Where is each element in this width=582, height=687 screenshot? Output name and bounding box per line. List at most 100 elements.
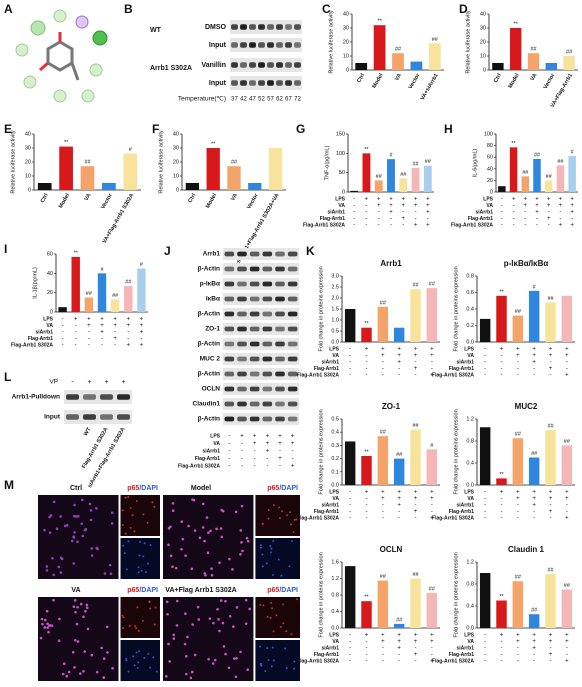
condition-sign: + (532, 633, 536, 639)
blot-label: Arrb1-Pulldown (12, 394, 60, 401)
condition-sign: - (382, 373, 384, 379)
condition-sign: + (430, 516, 434, 522)
bar (479, 318, 491, 342)
cell (141, 619, 144, 622)
condition-label: Flag-Arrb1 (449, 509, 475, 515)
blot-band (237, 401, 247, 407)
condition-sign: + (381, 633, 385, 639)
cell (215, 527, 218, 531)
blot-band (240, 80, 247, 86)
condition-sign: - (517, 516, 519, 522)
y-tick-label: 0.0 (466, 339, 474, 345)
y-axis-label: Fold change in proteins expression (453, 266, 459, 351)
condition-sign: + (397, 347, 401, 353)
blot-label: IκBα (206, 296, 220, 303)
condition-sign: + (565, 353, 569, 359)
cell (46, 622, 49, 626)
condition-sign: - (127, 330, 129, 336)
cell (266, 647, 269, 650)
blot-band (287, 386, 298, 392)
condition-sign: + (381, 490, 385, 496)
cell (167, 543, 170, 547)
blot-band (249, 326, 260, 332)
cell (76, 605, 79, 609)
chart-title: p-IκBα/IκBα (504, 259, 549, 268)
cell (45, 568, 49, 572)
cell (208, 617, 212, 620)
y-tick-label: 0.4 (466, 603, 474, 609)
condition-sign: - (484, 503, 486, 509)
blot-band (285, 80, 292, 86)
condition-sign: - (415, 216, 417, 222)
cell (129, 506, 132, 509)
condition-sign: - (559, 216, 561, 222)
blot-band (231, 80, 238, 86)
condition-sign: - (484, 652, 486, 658)
blot-band (285, 24, 292, 30)
bar (410, 61, 423, 70)
condition-sign: - (75, 323, 77, 329)
condition-sign: - (349, 490, 351, 496)
condition-sign: - (501, 216, 503, 222)
y-tick-label: 0.4 (466, 306, 474, 312)
cell (288, 511, 291, 514)
bar (479, 573, 491, 628)
condition-sign: + (397, 360, 401, 366)
condition-label: LPS (210, 433, 220, 439)
significance-mark: ## (396, 617, 403, 623)
blot-band (285, 42, 292, 48)
y-axis-label: Relative luciferase activity (158, 130, 164, 194)
cell (138, 554, 141, 557)
condition-sign: - (548, 210, 550, 216)
cell (124, 532, 127, 535)
condition-label: Flag-Arrb1 (468, 216, 494, 222)
cell (52, 500, 56, 504)
condition-sign: + (559, 203, 563, 209)
blot-band (249, 401, 260, 407)
condition-sign: - (71, 379, 74, 386)
significance-mark: ## (547, 423, 554, 429)
condition-sign: - (484, 353, 486, 359)
blot-band (249, 341, 260, 347)
y-tick-label: 40 (173, 131, 179, 137)
condition-sign: - (533, 652, 535, 658)
panel-letter: K (306, 244, 315, 258)
cell (82, 615, 85, 619)
cell (84, 609, 87, 613)
cell (221, 509, 225, 513)
cell (79, 672, 82, 675)
cell (277, 558, 280, 561)
cell (137, 661, 140, 664)
condition-sign: + (565, 347, 569, 353)
condition-sign: + (512, 197, 516, 203)
cell (149, 666, 152, 669)
bar (362, 153, 371, 192)
condition-sign: + (100, 330, 104, 336)
blot-band (249, 266, 260, 272)
vp-label: VP (49, 379, 58, 386)
blot-strip (223, 353, 299, 365)
dapi-image (255, 538, 300, 579)
condition-sign: - (533, 373, 535, 379)
condition-sign: - (566, 509, 568, 515)
condition-sign: - (88, 330, 90, 336)
blot-band (224, 326, 235, 332)
temperature-label: 52 (258, 97, 265, 103)
condition-sign: - (382, 503, 384, 509)
condition-label: siArrb1 (327, 209, 345, 215)
condition-sign: - (114, 330, 116, 336)
cell (40, 617, 44, 621)
condition-sign: - (501, 223, 503, 229)
cell (175, 624, 179, 627)
cell (57, 639, 61, 643)
significance-mark: ## (530, 47, 537, 53)
group-label: Arrb1 S302A (150, 65, 192, 72)
bar (479, 427, 491, 485)
bar (268, 148, 283, 190)
blot-band (258, 24, 265, 30)
bar (528, 614, 540, 628)
condition-sign: - (501, 503, 503, 509)
cell (121, 523, 124, 526)
condition-sign: - (365, 203, 367, 209)
cell (72, 562, 76, 565)
